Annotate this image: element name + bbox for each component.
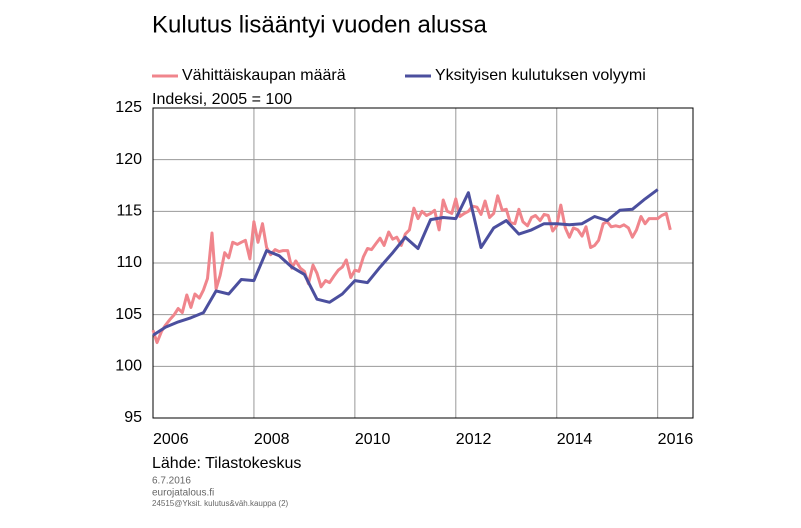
series-line [151,194,672,345]
y-tick-label: 100 [115,358,142,375]
x-tick-label: 2006 [153,431,189,448]
y-tick-label: 125 [115,99,142,116]
y-tick-label: 115 [116,203,142,220]
y-tick-label: 105 [115,306,142,323]
series-line [152,188,659,337]
plot-frame [152,107,694,419]
legend-label: Vähittäiskaupan määrä [182,67,346,84]
code: 24515@Yksit. kulutus&väh.kauppa (2) [152,499,289,508]
x-tick-label: 2016 [658,431,694,448]
y-tick-label: 120 [115,151,142,168]
x-tick-label: 2012 [456,431,492,448]
date: 6.7.2016 [152,476,191,487]
legend-label: Yksityisen kulutuksen volyymi [435,67,646,84]
y-tick-label: 95 [124,409,142,426]
y-axis-label: Indeksi, 2005 = 100 [152,91,292,108]
x-tick-label: 2008 [254,431,290,448]
chart-title: Kulutus lisääntyi vuoden alussa [152,11,488,38]
x-tick-label: 2010 [355,431,391,448]
y-tick-label: 110 [116,254,142,271]
x-tick-label: 2014 [557,431,593,448]
source: Lähde: Tilastokeskus [152,455,301,472]
site: eurojatalous.fi [152,488,214,499]
